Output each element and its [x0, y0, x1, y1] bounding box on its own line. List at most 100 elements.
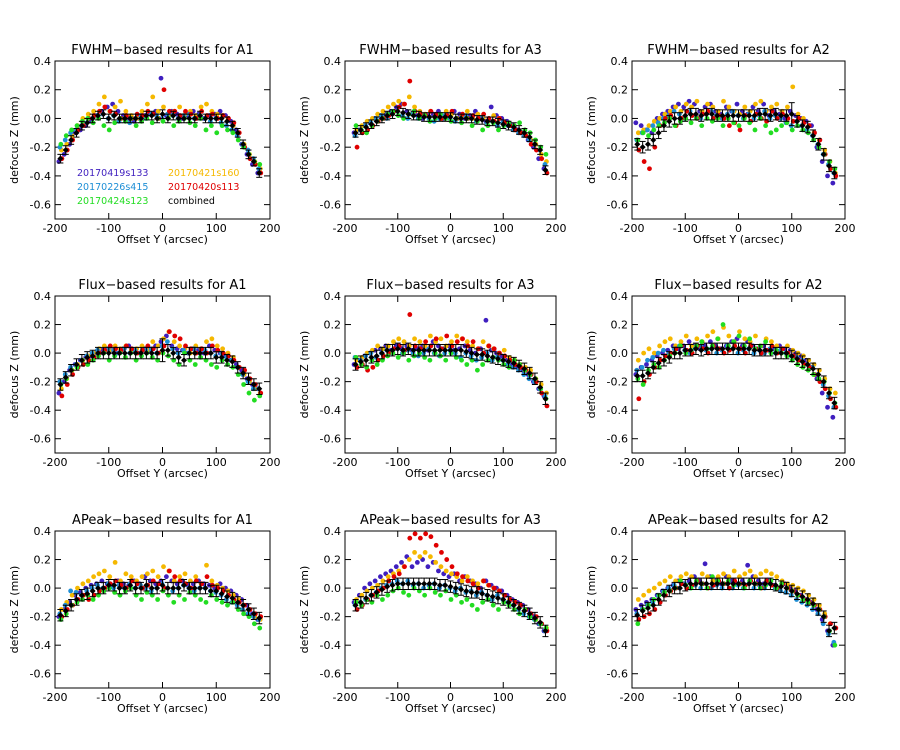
y-tick-label: -0.4	[320, 639, 341, 652]
data-point	[454, 339, 460, 345]
y-tick-label: -0.2	[607, 141, 628, 154]
data-point	[635, 597, 641, 602]
data-point	[705, 333, 710, 339]
data-point	[384, 112, 391, 119]
x-tick-label: -200	[43, 222, 68, 235]
data-point	[660, 122, 667, 129]
data-point	[352, 602, 359, 609]
data-point	[830, 180, 836, 186]
data-point	[75, 585, 80, 591]
y-tick-label: -0.2	[607, 611, 628, 624]
data-point	[481, 578, 487, 584]
data-point	[494, 595, 501, 602]
data-point	[645, 127, 650, 133]
data-point	[475, 581, 481, 587]
x-axis-label: Offset Y (arcsec)	[117, 233, 208, 246]
y-tick-label: -0.6	[320, 199, 341, 212]
data-point	[68, 367, 75, 374]
data-point	[95, 112, 101, 119]
data-point	[483, 317, 489, 323]
data-point	[730, 580, 737, 587]
data-point	[657, 343, 663, 349]
data-point	[62, 607, 69, 614]
data-point	[468, 589, 475, 596]
data-point	[763, 339, 769, 345]
y-tick-label: 0.4	[324, 55, 342, 68]
data-point	[667, 574, 673, 580]
data-point	[714, 112, 721, 119]
x-tick-label: -100	[96, 691, 121, 704]
data-point	[363, 595, 370, 602]
data-point	[191, 350, 198, 357]
y-tick-label: -0.6	[607, 199, 628, 212]
data-point	[660, 592, 667, 599]
data-point	[256, 615, 263, 622]
data-point	[68, 588, 74, 594]
data-point	[224, 357, 230, 364]
data-point	[769, 104, 774, 110]
data-point	[428, 554, 433, 560]
data-point	[820, 378, 827, 385]
data-point	[235, 137, 241, 143]
data-point	[412, 104, 417, 110]
x-tick-label: 100	[206, 222, 227, 235]
data-point	[526, 610, 533, 617]
data-point	[421, 580, 428, 587]
y-tick-label: -0.6	[30, 668, 51, 681]
data-point	[799, 358, 806, 365]
x-axis-label: Offset Y (arcsec)	[405, 702, 496, 715]
data-point	[470, 581, 476, 587]
data-point	[788, 352, 795, 359]
data-point	[412, 550, 417, 555]
data-point	[666, 587, 673, 594]
data-point	[202, 585, 209, 592]
data-point	[687, 347, 694, 354]
data-point	[484, 352, 491, 359]
series-combined	[634, 102, 838, 180]
data-point	[480, 599, 486, 605]
legend-entry: 20170226s415	[77, 182, 148, 193]
x-axis-label: Offset Y (arcsec)	[693, 233, 784, 246]
legend-entry: 20170421s160	[168, 168, 239, 179]
data-point	[639, 607, 646, 614]
panel: FWHM−based results for A3 -200 -100 0 100 200…	[298, 43, 567, 246]
data-point	[101, 94, 107, 100]
data-point	[510, 360, 517, 367]
data-point	[752, 127, 758, 133]
x-tick-label: 200	[835, 456, 856, 469]
x-tick-label: 200	[260, 222, 281, 235]
data-point	[407, 78, 413, 84]
data-point	[458, 586, 465, 593]
data-point	[160, 118, 166, 124]
data-point	[368, 354, 375, 361]
data-point	[473, 589, 480, 596]
data-point	[101, 123, 107, 129]
data-point	[417, 535, 423, 541]
data-point	[402, 101, 407, 107]
data-point	[209, 578, 215, 584]
data-point	[439, 550, 444, 555]
y-tick-label: 0.0	[611, 112, 629, 125]
data-point	[735, 580, 742, 587]
data-point	[425, 564, 431, 570]
data-point	[89, 352, 96, 359]
data-point	[464, 362, 470, 367]
data-point	[747, 568, 753, 574]
data-point	[389, 347, 396, 354]
data-point	[204, 574, 210, 580]
data-point	[229, 595, 236, 602]
data-point	[464, 108, 470, 114]
data-point	[804, 596, 811, 603]
data-point	[84, 354, 91, 361]
data-point	[454, 571, 460, 577]
data-point	[149, 120, 155, 126]
data-point	[666, 354, 673, 361]
data-point	[641, 159, 647, 164]
data-point	[651, 118, 657, 124]
data-point	[819, 390, 825, 396]
data-point	[531, 141, 538, 148]
data-point	[762, 580, 769, 587]
data-point	[720, 123, 726, 129]
data-point	[410, 580, 417, 587]
data-point	[148, 350, 155, 357]
